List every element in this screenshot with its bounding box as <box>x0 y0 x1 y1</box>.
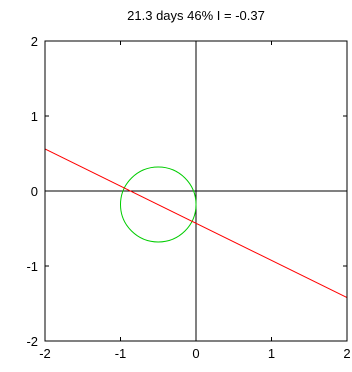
x-tick-label: -2 <box>39 346 51 361</box>
y-tick-label: -2 <box>26 334 38 349</box>
circle-mark <box>120 166 197 243</box>
chart-title: 21.3 days 46% I = -0.37 <box>127 8 265 23</box>
series-line-0 <box>45 148 347 298</box>
y-tick-label: 2 <box>31 34 38 49</box>
x-tick-label: -1 <box>115 346 127 361</box>
x-tick-label: 2 <box>343 346 350 361</box>
y-tick-label: 0 <box>31 184 38 199</box>
plot-area <box>45 41 347 341</box>
x-tick-label: 0 <box>192 346 199 361</box>
axis-ticks: -2 -1 0 1 2 -2 -1 0 1 2 <box>26 34 350 361</box>
y-tick-label: -1 <box>26 259 38 274</box>
x-tick-label: 1 <box>268 346 275 361</box>
y-tick-label: 1 <box>31 109 38 124</box>
